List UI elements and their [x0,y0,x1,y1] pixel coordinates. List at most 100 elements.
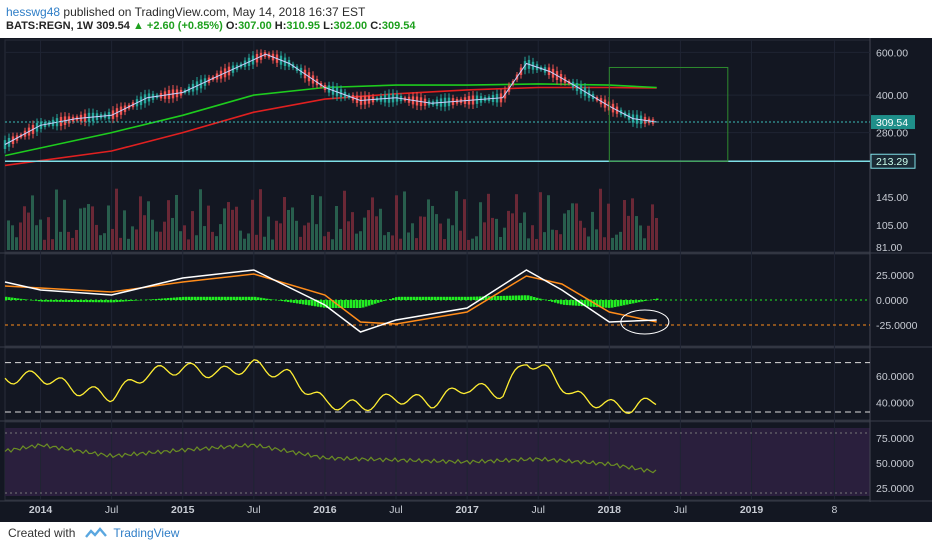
macd-histogram-bar [212,296,215,300]
symbol-label: BATS:REGN, 1W [6,20,94,32]
volume-bar [311,195,314,250]
volume-bar [443,239,446,250]
macd-histogram-bar [278,300,281,301]
volume-bar [483,222,486,250]
username-link[interactable]: hesswg48 [6,5,61,19]
volume-bar [287,209,290,250]
macd-histogram-bar [536,297,539,300]
macd-histogram-bar [473,296,476,300]
open-label: O: [225,20,239,32]
macd-histogram-bar [200,296,203,300]
volume-bar [91,206,94,250]
volume-bar [151,219,154,250]
volume-tick-label: 81.00 [876,242,902,254]
x-tick-label: 2014 [29,504,53,516]
macd-histogram-bar [401,296,404,300]
macd-histogram-bar [242,296,245,300]
volume-bar [559,234,562,250]
macd-histogram-bar [164,298,167,300]
macd-histogram-bar [602,300,605,308]
macd-histogram-bar [626,300,629,305]
volume-bar [419,216,422,250]
macd-histogram-bar [296,300,299,304]
macd-histogram-bar [122,300,125,302]
macd-histogram-bar [149,299,152,300]
macd-histogram-bar [104,300,107,303]
volume-bar [435,214,438,250]
macd-histogram-bar [260,297,263,300]
macd-histogram-bar [455,296,458,300]
macd-histogram-bar [266,298,269,300]
tradingview-brand-link[interactable]: TradingView [113,526,180,540]
macd-histogram-bar [248,296,251,300]
volume-bar [39,219,42,250]
macd-histogram-bar [509,295,512,300]
volume-bar [531,225,534,250]
macd-histogram-bar [377,300,380,303]
macd-histogram-bar [23,299,26,300]
volume-bar [191,211,194,250]
macd-tick-label: -25.0000 [876,320,918,332]
volume-tick-label: 145.00 [876,192,908,204]
volume-bar [399,238,402,250]
x-tick-label: Jul [532,504,545,516]
volume-bar [51,239,54,250]
macd-histogram-bar [533,296,536,300]
volume-bar [95,224,98,250]
volume-bar [407,232,410,250]
volume-bar [83,207,86,250]
macd-histogram-bar [194,296,197,300]
macd-histogram-bar [617,300,620,307]
support-label: 213.29 [876,156,908,168]
macd-histogram-bar [410,296,413,300]
macd-histogram-bar [356,300,359,308]
volume-bar [355,233,358,250]
macd-histogram-bar [299,300,302,304]
chart-canvas[interactable]: 2014 Jul 2015 Jul 2016 Jul 2017 Jul 2018 Jul 2019 8… [0,38,932,522]
macd-histogram-bar [338,300,341,308]
volume-bar [387,232,390,250]
macd-histogram-bar [494,296,497,300]
annotation-ellipse [620,309,670,335]
macd-histogram-bar [644,300,647,301]
macd-histogram-bar [608,300,611,308]
macd-histogram-bar [365,300,368,307]
macd-histogram-bar [239,296,242,300]
volume-bar [59,231,62,250]
macd-histogram-bar [98,300,101,303]
publish-info: published on TradingView.com, May 14, 20… [63,5,366,19]
macd-histogram-bar [224,296,227,300]
volume-bar [31,195,34,250]
macd-histogram-bar [17,298,20,300]
volume-bar [259,189,262,250]
macd-histogram-bar [524,295,527,300]
macd-histogram-bar [41,300,44,302]
macd-histogram-bar [416,296,419,300]
volume-bar [303,225,306,250]
target-box [608,66,729,162]
macd-histogram-bar [230,296,233,300]
macd-histogram-bar [347,300,350,308]
volume-bar [315,224,318,250]
macd-histogram-bar [620,300,623,306]
open-value: 307.00 [238,20,272,32]
macd-histogram-bar [317,300,320,307]
macd-histogram-bar [290,300,293,303]
volume-bar [527,238,530,250]
macd-histogram-bar [281,300,284,302]
macd-histogram-bar [188,296,191,300]
macd-histogram-bar [53,300,56,302]
volume-bar [251,199,254,250]
macd-histogram-bar [458,296,461,300]
macd-histogram-bar [368,300,371,306]
x-tick-label: 2015 [171,504,195,516]
macd-histogram-bar [116,300,119,303]
macd-histogram-bar [86,300,89,303]
volume-bar [195,235,198,250]
macd-histogram-bar [155,298,158,300]
volume-bar [235,206,238,250]
macd-histogram-bar [113,300,116,303]
volume-bar [383,235,386,250]
macd-histogram-bar [56,300,59,302]
volume-bar [99,235,102,250]
